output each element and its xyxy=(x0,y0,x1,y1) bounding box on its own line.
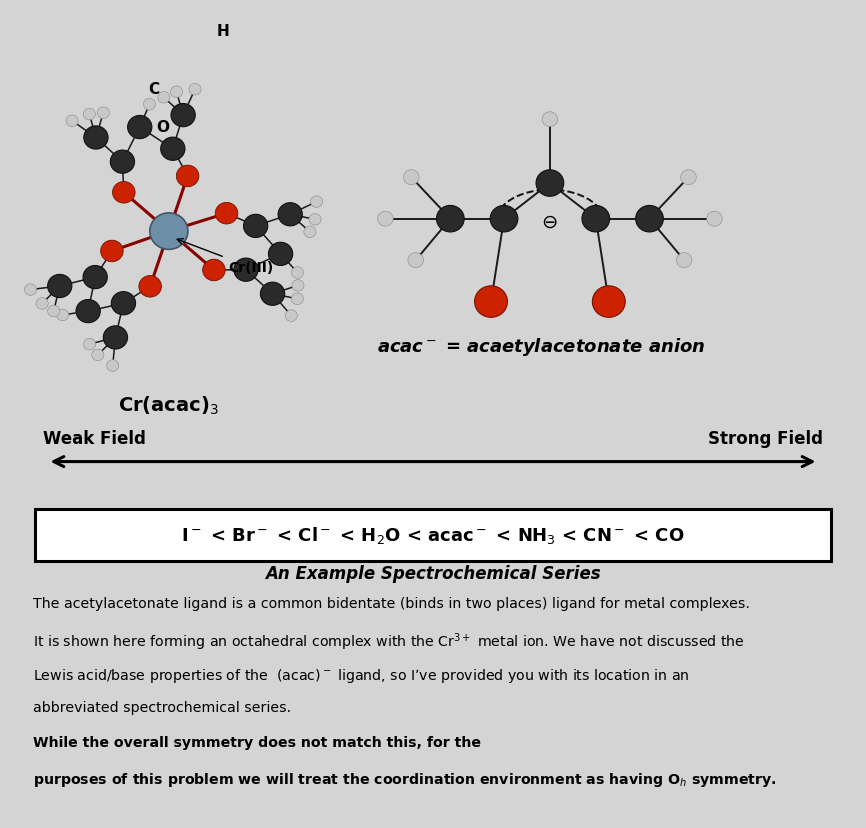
Circle shape xyxy=(171,87,183,99)
Circle shape xyxy=(268,243,293,266)
Circle shape xyxy=(97,108,109,119)
Circle shape xyxy=(150,214,188,250)
Circle shape xyxy=(112,292,136,315)
Circle shape xyxy=(24,285,36,296)
Circle shape xyxy=(171,104,195,128)
Circle shape xyxy=(100,241,123,262)
Text: H: H xyxy=(217,24,229,39)
Circle shape xyxy=(404,171,419,185)
Circle shape xyxy=(127,116,152,139)
Circle shape xyxy=(84,127,108,150)
Text: acac$^-$ = acaetylacetonate anion: acac$^-$ = acaetylacetonate anion xyxy=(377,335,706,357)
Circle shape xyxy=(83,109,95,121)
Circle shape xyxy=(83,339,95,350)
Circle shape xyxy=(542,113,558,128)
Circle shape xyxy=(177,166,199,187)
Circle shape xyxy=(291,267,303,279)
Circle shape xyxy=(636,206,663,233)
Circle shape xyxy=(113,182,135,204)
Circle shape xyxy=(707,212,722,227)
Circle shape xyxy=(592,286,625,318)
Text: The acetylacetonate ligand is a common bidentate (binds in two places) ligand fo: The acetylacetonate ligand is a common b… xyxy=(33,596,750,610)
Circle shape xyxy=(48,275,72,298)
Circle shape xyxy=(490,206,518,233)
Text: Cr(acac)$_3$: Cr(acac)$_3$ xyxy=(119,395,219,416)
Text: O: O xyxy=(156,120,170,135)
Circle shape xyxy=(92,349,104,361)
Circle shape xyxy=(292,280,304,291)
Circle shape xyxy=(311,196,323,208)
Circle shape xyxy=(378,212,393,227)
Circle shape xyxy=(676,253,692,268)
Circle shape xyxy=(48,306,60,317)
Circle shape xyxy=(216,203,238,224)
Circle shape xyxy=(582,206,610,233)
Text: I$^-$ < Br$^-$ < Cl$^-$ < H$_2$O < acac$^-$ < NH$_3$ < CN$^-$ < CO: I$^-$ < Br$^-$ < Cl$^-$ < H$_2$O < acac$… xyxy=(181,525,685,546)
Circle shape xyxy=(103,326,127,349)
Circle shape xyxy=(436,206,464,233)
Circle shape xyxy=(189,84,201,96)
Circle shape xyxy=(261,283,285,306)
Circle shape xyxy=(536,171,564,197)
Text: Lewis acid/base properties of the  (acac)$^-$ ligand, so I’ve provided you with : Lewis acid/base properties of the (acac)… xyxy=(33,666,689,684)
Circle shape xyxy=(243,215,268,238)
Circle shape xyxy=(83,266,107,289)
Text: ⊖: ⊖ xyxy=(542,213,558,231)
Text: While the overall symmetry does not match this, for the: While the overall symmetry does not matc… xyxy=(33,735,481,749)
Text: Strong Field: Strong Field xyxy=(708,429,823,447)
Circle shape xyxy=(309,214,321,226)
Bar xyxy=(35,509,831,561)
Circle shape xyxy=(203,260,225,282)
Circle shape xyxy=(76,301,100,324)
Circle shape xyxy=(110,151,134,174)
Circle shape xyxy=(285,310,297,322)
Circle shape xyxy=(66,116,78,128)
Circle shape xyxy=(56,310,68,321)
Circle shape xyxy=(408,253,423,268)
Circle shape xyxy=(144,99,156,111)
Text: purposes of this problem we will treat the coordination environment as having O$: purposes of this problem we will treat t… xyxy=(33,770,777,788)
Circle shape xyxy=(107,360,119,372)
Circle shape xyxy=(278,204,302,227)
Text: It is shown here forming an octahedral complex with the Cr$^{3+}$ metal ion. We : It is shown here forming an octahedral c… xyxy=(33,631,745,652)
Text: abbreviated spectrochemical series.: abbreviated spectrochemical series. xyxy=(33,700,295,715)
Circle shape xyxy=(291,294,303,306)
Circle shape xyxy=(234,259,258,282)
Circle shape xyxy=(681,171,696,185)
Text: An Example Spectrochemical Series: An Example Spectrochemical Series xyxy=(265,565,601,583)
Text: C: C xyxy=(149,82,159,97)
Circle shape xyxy=(161,138,185,161)
Circle shape xyxy=(475,286,507,318)
Circle shape xyxy=(158,92,170,104)
Circle shape xyxy=(139,277,161,298)
Text: Weak Field: Weak Field xyxy=(43,429,146,447)
Circle shape xyxy=(36,298,48,310)
Text: Cr(III): Cr(III) xyxy=(178,239,273,275)
Circle shape xyxy=(304,227,316,238)
